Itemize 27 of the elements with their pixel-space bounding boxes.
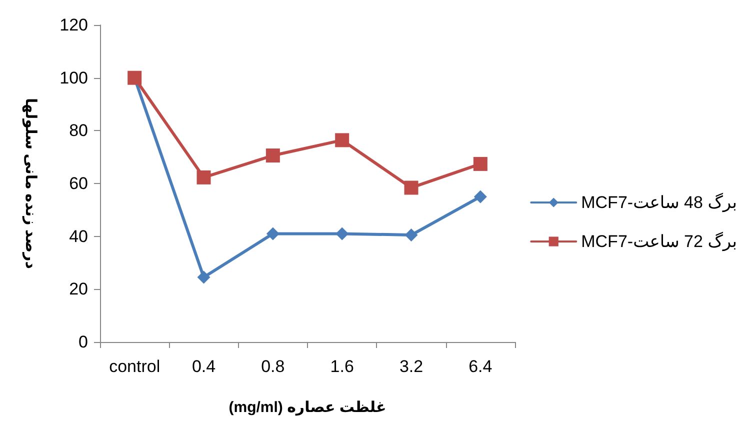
y-axis-title: درصد زنده مانی سلولها — [22, 98, 39, 270]
point — [335, 133, 350, 148]
y-tick-label: 40 — [69, 226, 88, 246]
x-axis-title: (mg/ml) غلظت عصاره — [228, 399, 386, 416]
y-tick-label: 80 — [69, 121, 88, 140]
x-tick-label: control — [109, 357, 160, 376]
point — [197, 270, 210, 284]
point — [336, 227, 349, 240]
legend-label: MCF7-برگ 72 ساعت — [581, 231, 738, 252]
x-tick-label: 0.4 — [192, 357, 216, 376]
point — [404, 180, 418, 195]
y-tick-label: 20 — [69, 280, 88, 299]
y-tick-label: 120 — [60, 16, 88, 34]
y-tick-label: 0 — [78, 332, 88, 352]
x-tick-label: 6.4 — [468, 357, 492, 376]
legend-label: MCF7-برگ 48 ساعت — [581, 192, 738, 213]
x-tick-label: 0.8 — [261, 357, 285, 376]
point — [196, 170, 211, 184]
point — [266, 148, 280, 162]
point — [473, 156, 488, 171]
point — [266, 227, 280, 240]
y-tick-label: 60 — [69, 174, 88, 193]
x-tick-label: 3.2 — [399, 357, 424, 376]
point — [404, 228, 418, 242]
y-tick-label: 100 — [60, 68, 88, 88]
point — [474, 190, 487, 204]
x-tick-label: 1.6 — [330, 357, 354, 376]
